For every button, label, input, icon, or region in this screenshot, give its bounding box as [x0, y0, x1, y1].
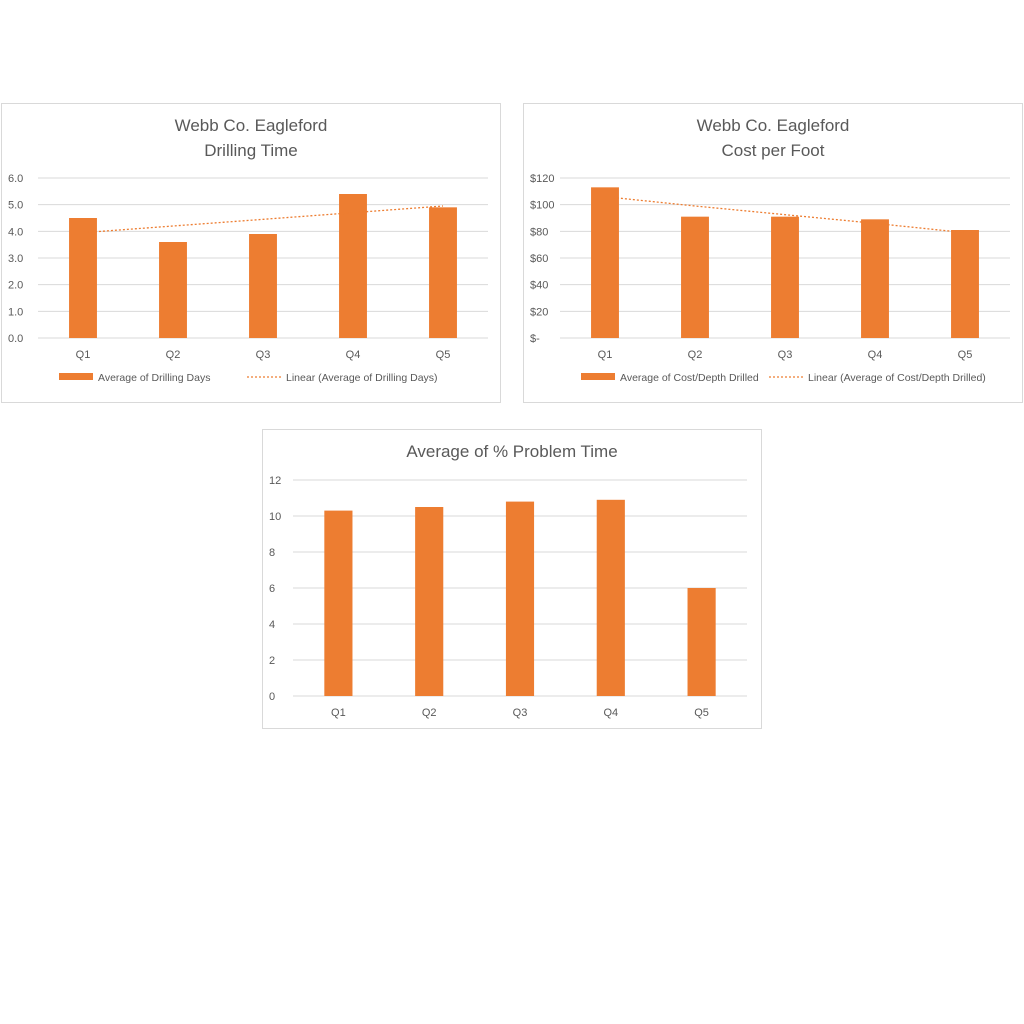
bar	[687, 588, 716, 696]
x-tick-label: Q3	[256, 349, 271, 361]
x-tick-label: Q1	[331, 707, 346, 719]
x-tick-label: Q5	[958, 349, 973, 361]
x-tick-label: Q5	[436, 349, 451, 361]
chart-title: Webb Co. Eagleford	[697, 116, 850, 135]
x-tick-label: Q4	[346, 349, 361, 361]
y-tick-label: 0.0	[8, 333, 23, 345]
y-tick-label: 6	[269, 583, 275, 595]
legend-swatch-bar	[59, 373, 93, 380]
y-tick-label: $-	[530, 333, 540, 345]
x-tick-label: Q4	[603, 707, 618, 719]
bar	[249, 234, 277, 338]
x-tick-label: Q3	[778, 349, 793, 361]
trendline	[82, 205, 444, 234]
bar	[415, 507, 444, 696]
bar	[591, 187, 619, 338]
y-tick-label: 1.0	[8, 306, 23, 318]
bar	[951, 230, 979, 338]
x-tick-label: Q1	[76, 349, 91, 361]
y-tick-label: 4.0	[8, 226, 23, 238]
bar	[159, 242, 187, 338]
cost-per-foot-chart: Webb Co. Eagleford Cost per Foot $- $20 $40 $…	[530, 116, 1010, 384]
bar	[339, 194, 367, 338]
y-tick-label: 3.0	[8, 253, 23, 265]
y-tick-label: 2	[269, 655, 275, 667]
bar	[69, 218, 97, 338]
y-tick-label: $80	[530, 226, 548, 238]
y-tick-label: 4	[269, 619, 275, 631]
legend-label: Linear (Average of Drilling Days)	[286, 372, 438, 384]
y-tick-label: 2.0	[8, 280, 23, 292]
chart-panel-drilling-time: Webb Co. Eagleford Drilling Time 0.0 1.0 2.0…	[1, 103, 501, 403]
y-tick-label: $40	[530, 280, 548, 292]
bar	[596, 499, 625, 696]
bar	[324, 510, 353, 696]
bar	[681, 216, 709, 338]
bar	[429, 207, 457, 338]
chart-panel-cost-per-foot: Webb Co. Eagleford Cost per Foot $- $20 $40 $…	[523, 103, 1023, 403]
y-tick-label: $100	[530, 200, 554, 212]
y-tick-label: 8	[269, 547, 275, 559]
y-tick-label: 5.0	[8, 200, 23, 212]
chart-title: Cost per Foot	[722, 141, 825, 160]
bar	[505, 501, 535, 696]
legend-label: Average of Cost/Depth Drilled	[620, 372, 759, 384]
legend-label: Average of Drilling Days	[98, 372, 210, 384]
chart-panel-problem-time: Average of % Problem Time 0 2 4 6 8 10 12 Q1 Q2 Q3…	[262, 429, 762, 729]
x-tick-label: Q1	[598, 349, 613, 361]
x-tick-label: Q4	[868, 349, 883, 361]
trendline	[604, 196, 966, 234]
y-tick-label: 12	[269, 475, 281, 487]
y-tick-label: 0	[269, 691, 275, 703]
chart-title: Average of % Problem Time	[406, 442, 617, 461]
chart-title: Webb Co. Eagleford	[175, 116, 328, 135]
y-tick-label: $120	[530, 173, 554, 185]
x-tick-label: Q2	[166, 349, 181, 361]
problem-time-chart: Average of % Problem Time 0 2 4 6 8 10 12 Q1 Q2 Q3…	[269, 442, 747, 719]
bar	[771, 216, 799, 338]
x-tick-label: Q3	[513, 707, 528, 719]
drilling-time-chart: Webb Co. Eagleford Drilling Time 0.0 1.0 2.0…	[8, 116, 488, 384]
x-tick-label: Q5	[694, 707, 709, 719]
chart-title: Drilling Time	[204, 141, 298, 160]
y-tick-label: 10	[269, 511, 281, 523]
legend-swatch-bar	[581, 373, 615, 380]
y-tick-label: $60	[530, 253, 548, 265]
x-tick-label: Q2	[688, 349, 703, 361]
y-tick-label: 6.0	[8, 173, 23, 185]
x-tick-label: Q2	[422, 707, 437, 719]
legend-label: Linear (Average of Cost/Depth Drilled)	[808, 372, 986, 384]
bar	[861, 219, 889, 338]
y-tick-label: $20	[530, 306, 548, 318]
